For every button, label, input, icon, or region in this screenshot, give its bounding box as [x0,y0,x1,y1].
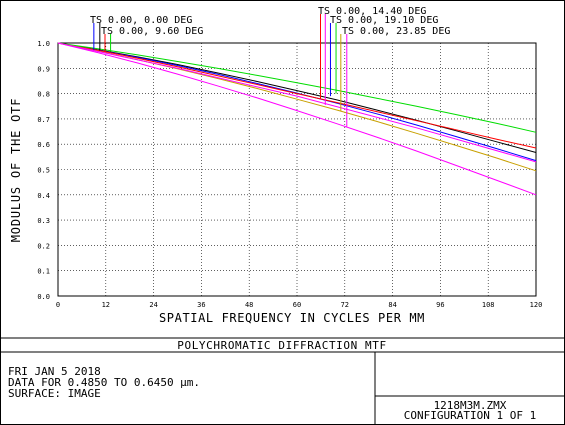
legend: TS 0.00, 0.00 DEG TS 0.00, 9.60 DEG TS 0… [90,6,450,37]
mtf-series-line-7 [57,42,537,163]
x-axis-label: SPATIAL FREQUENCY IN CYCLES PER MM [159,311,425,325]
y-tick-labels: 0.0 0.1 0.2 0.3 0.4 0.5 0.6 0.7 0.8 0.9 1.0 [37,40,50,301]
x-tick-label: 120 [530,301,543,309]
file-name-text: 1218M3M.ZMX [434,399,507,412]
y-tick-label: 1.0 [37,40,50,48]
x-tick-label: 48 [245,301,253,309]
plot-border [57,42,537,297]
legend-label-2: TS 0.00, 9.60 DEG [101,26,203,37]
y-tick-label: 0.4 [37,192,50,200]
x-tick-label: 12 [102,301,110,309]
series-layer [57,42,537,196]
y-tick-label: 0.3 [37,217,50,225]
y-tick-label: 0.7 [37,116,50,124]
x-tick-labels: 0 12 24 36 48 60 72 84 96 108 120 [56,301,542,309]
legend-label-3: TS 0.00, 14.40 DEG [318,6,426,17]
y-tick-label: 0.1 [37,268,50,276]
legend-label-4: TS 0.00, 19.10 DEG [330,15,438,26]
y-tick-label: 0.2 [37,242,50,250]
x-tick-label: 72 [341,301,349,309]
x-tick-label: 108 [482,301,495,309]
surface-text: SURFACE: IMAGE [8,387,101,400]
y-tick-label: 0.5 [37,167,50,175]
plot-area: 0 12 24 36 48 60 72 84 96 108 120 0.00.10.20.30.40… [37,14,542,309]
y-tick-label: 0.0 [37,293,50,301]
x-tick-label: 36 [197,301,205,309]
chart-title: POLYCHROMATIC DIFFRACTION MTF [177,339,386,352]
x-tick-label: 84 [388,301,396,309]
x-tick-label: 0 [56,301,60,309]
data-range-text: DATA FOR 0.4850 TO 0.6450 µm. [8,376,200,389]
mtf-series-line-6 [57,42,537,196]
legend-label-5: TS 0.00, 23.85 DEG [342,26,450,37]
marker-layer [93,14,348,127]
mtf-series-line-4 [57,42,537,133]
info-panel: POLYCHROMATIC DIFFRACTION MTF FRI JAN 5 … [0,337,565,424]
y-tick-label: 0.8 [37,91,50,99]
x-tick-label: 60 [293,301,301,309]
y-tick-label: 0.6 [37,141,50,149]
x-tick-label: 96 [436,301,444,309]
date-text: FRI JAN 5 2018 [8,365,101,378]
y-axis-label: MODULUS OF THE OTF [9,98,23,242]
y-tick-label: 0.9 [37,65,50,73]
x-tick-label: 24 [149,301,157,309]
legend-label-1: TS 0.00, 0.00 DEG [90,15,192,26]
mtf-series-line-3 [57,42,537,149]
configuration-text: CONFIGURATION 1 OF 1 [404,409,536,422]
